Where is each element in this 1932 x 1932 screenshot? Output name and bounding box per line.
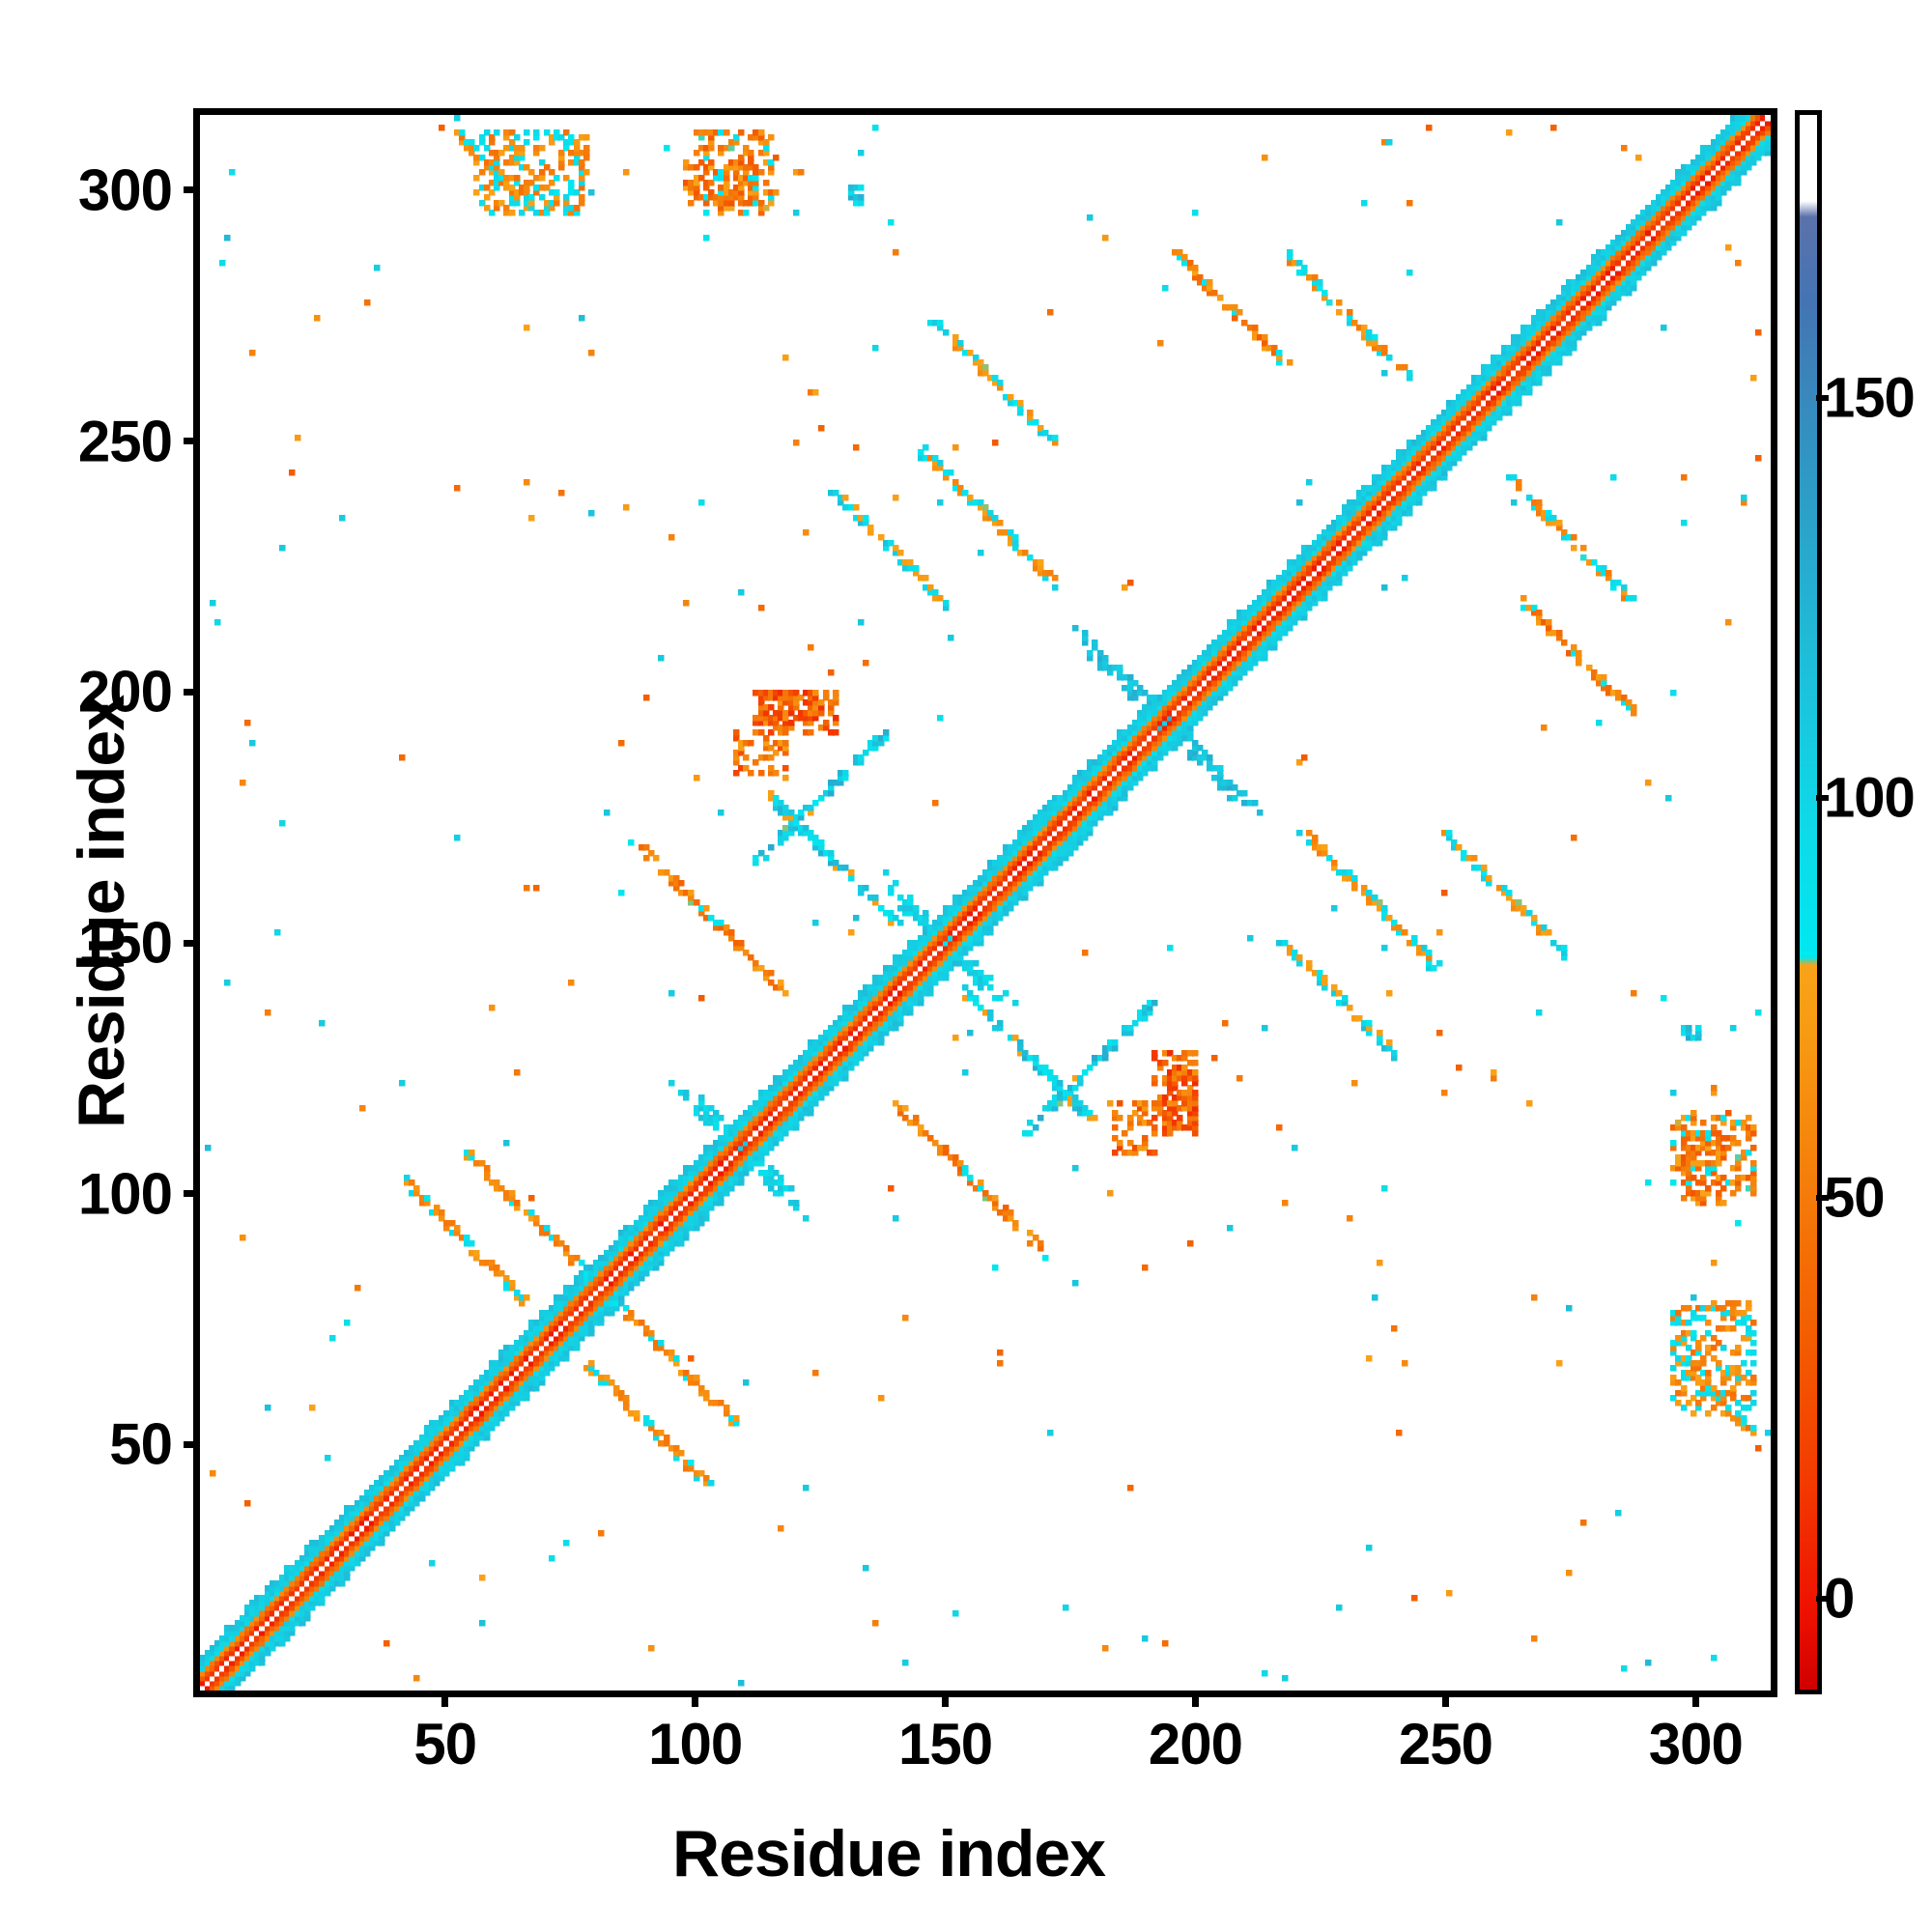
colorbar-gradient: [1799, 114, 1818, 1690]
colorbar-tick-0: [1816, 1595, 1829, 1602]
y-axis-title: Residue index: [65, 695, 138, 1129]
x-axis-title: Residue index: [671, 1817, 1106, 1890]
x-tick-50: [441, 1690, 449, 1707]
x-tick-label-300: 300: [1648, 1712, 1744, 1776]
x-tick-label-200: 200: [1148, 1712, 1243, 1776]
colorbar-tick-150: [1816, 395, 1829, 402]
colorbar-label-50: 50: [1824, 1166, 1886, 1230]
x-tick-100: [692, 1690, 699, 1707]
x-tick-300: [1691, 1690, 1699, 1707]
y-tick-label-50: 50: [109, 1411, 173, 1477]
colorbar-label-100: 100: [1824, 766, 1916, 830]
y-tick-150: [184, 939, 200, 947]
x-tick-label-50: 50: [413, 1712, 477, 1776]
y-tick-100: [184, 1190, 200, 1198]
x-tick-label-250: 250: [1398, 1712, 1493, 1776]
x-tick-label-150: 150: [898, 1712, 993, 1776]
x-tick-150: [942, 1690, 950, 1707]
y-tick-300: [184, 186, 200, 194]
y-tick-label-100: 100: [77, 1161, 173, 1227]
x-tick-200: [1191, 1690, 1199, 1707]
y-tick-50: [184, 1440, 200, 1448]
x-tick-250: [1441, 1690, 1449, 1707]
colorbar-label-0: 0: [1824, 1567, 1855, 1631]
colorbar: [1795, 110, 1822, 1694]
y-tick-label-300: 300: [77, 157, 173, 223]
colorbar-label-150: 150: [1824, 366, 1916, 430]
y-tick-250: [184, 438, 200, 445]
plot-area: [193, 108, 1777, 1697]
y-tick-label-200: 200: [77, 659, 173, 724]
contact-map-heatmap: [200, 115, 1771, 1690]
y-tick-200: [184, 688, 200, 696]
colorbar-tick-50: [1816, 1195, 1829, 1202]
y-tick-label-250: 250: [77, 409, 173, 474]
y-tick-label-150: 150: [77, 910, 173, 976]
x-tick-label-100: 100: [648, 1712, 743, 1776]
colorbar-tick-100: [1816, 795, 1829, 802]
